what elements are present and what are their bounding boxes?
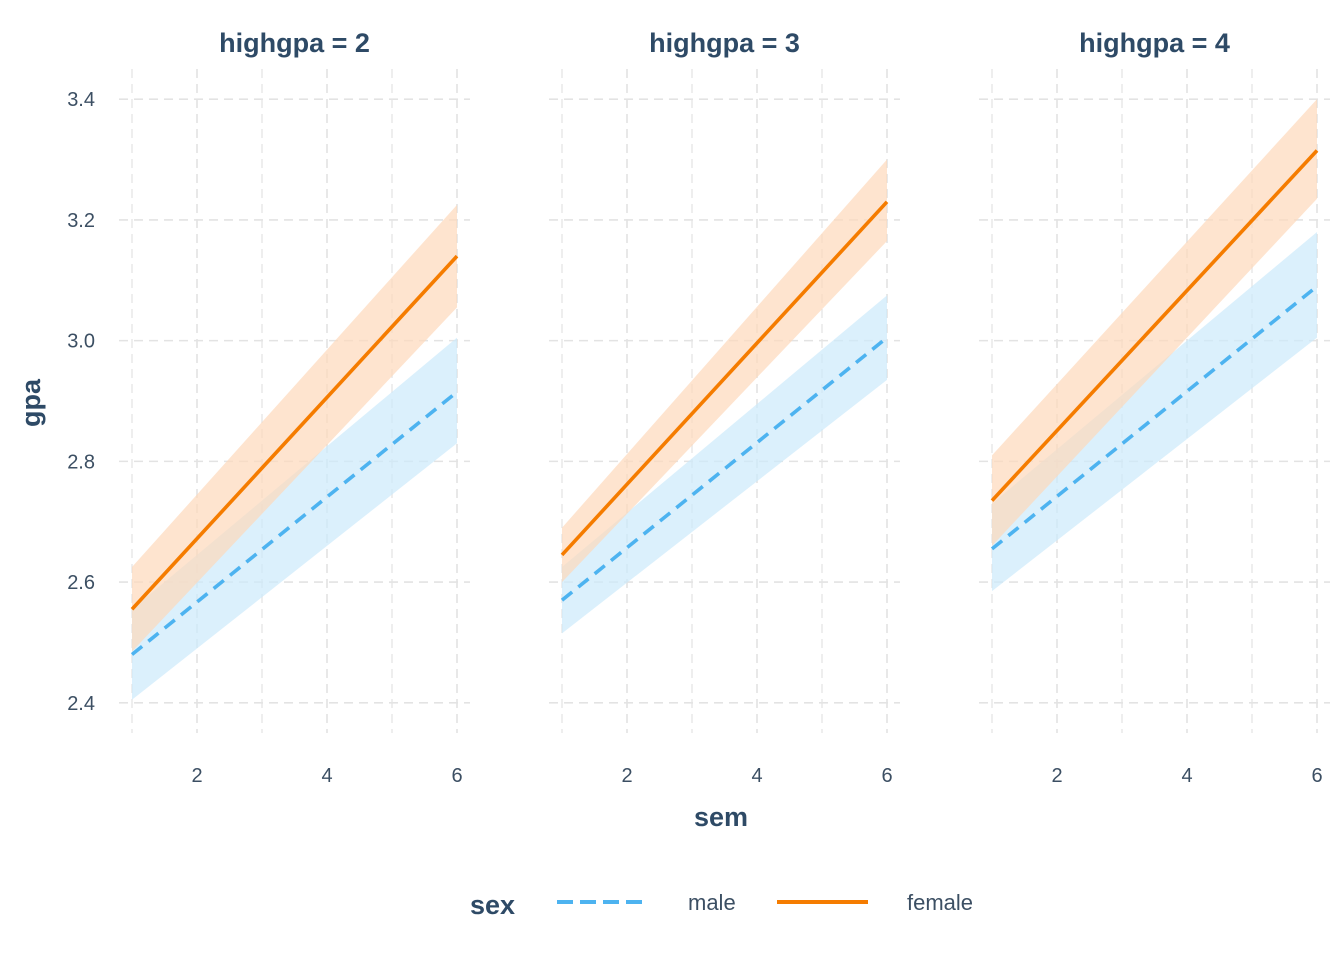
y-axis-title: gpa <box>16 378 46 427</box>
y-tick-label: 2.8 <box>67 451 95 473</box>
x-tick-label: 6 <box>451 765 462 787</box>
series-line-male <box>130 390 459 656</box>
ci-ribbon-male <box>992 231 1317 592</box>
ci-ribbon-male <box>132 337 457 700</box>
ci-ribbon-female <box>132 204 457 652</box>
x-tick-label: 4 <box>751 765 762 787</box>
x-axis-title: sem <box>694 802 748 832</box>
y-tick-label: 3.2 <box>67 210 95 232</box>
x-tick-label: 4 <box>321 765 332 787</box>
legend: sex male female <box>470 890 973 920</box>
facet-strip-label: highgpa = 2 <box>219 28 370 58</box>
ci-ribbon-female <box>992 99 1317 546</box>
y-tick-label: 3.0 <box>67 331 95 353</box>
y-tick-label: 3.4 <box>67 89 95 111</box>
series-line-male <box>990 284 1319 551</box>
ci-ribbon-female <box>562 159 887 583</box>
legend-label-male: male <box>688 890 736 915</box>
series-line-female <box>990 149 1319 502</box>
series-line-female <box>560 200 889 557</box>
facet-panel-3: highgpa = 4 2 4 6 <box>979 28 1330 787</box>
facet-panel-2: highgpa = 3 2 4 6 <box>549 28 900 787</box>
x-tick-label: 6 <box>1311 765 1322 787</box>
facet-strip-label: highgpa = 4 <box>1079 28 1230 58</box>
legend-title: sex <box>470 890 515 920</box>
x-tick-label: 2 <box>1051 765 1062 787</box>
y-tick-label: 2.6 <box>67 572 95 594</box>
series-line-male <box>560 336 889 602</box>
facet-panel-1: highgpa = 2 2 4 6 2.4 2.6 2.8 3.0 3.2 3.4 <box>67 28 470 787</box>
x-tick-label: 2 <box>191 765 202 787</box>
series-line-female <box>130 254 459 611</box>
ci-ribbon-male <box>562 295 887 634</box>
x-tick-label: 4 <box>1181 765 1192 787</box>
facet-panels: highgpa = 22 4 62.42.62.83.03.23.4highgpa … <box>67 28 1330 787</box>
x-tick-label: 6 <box>881 765 892 787</box>
legend-label-female: female <box>907 890 973 915</box>
x-tick-label: 2 <box>621 765 632 787</box>
y-tick-label: 2.4 <box>67 693 95 715</box>
facet-strip-label: highgpa = 3 <box>649 28 800 58</box>
